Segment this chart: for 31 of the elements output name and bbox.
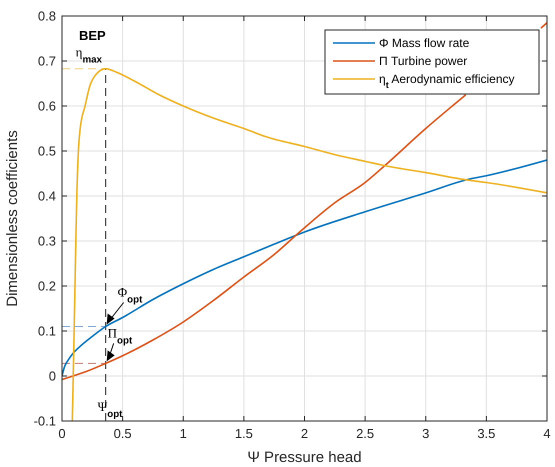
x-tick-label: 1.5 <box>234 426 253 441</box>
y-tick-label: 0.1 <box>38 324 56 338</box>
annotation: Π$_{opt}$ <box>108 325 133 346</box>
annotation: Φ$_{opt}$ <box>118 284 144 305</box>
x-axis-title: Ψ Pressure head <box>247 449 362 466</box>
annotation: η$_{max}$ <box>76 44 103 66</box>
x-tick-label: 2.5 <box>356 426 374 441</box>
x-tick-label: 1 <box>180 426 187 441</box>
x-tick-label: 3 <box>422 426 430 441</box>
line-series <box>72 68 547 421</box>
y-tick-label: 0.2 <box>38 278 56 294</box>
legend-label: Π Turbine power <box>379 54 468 68</box>
x-tick-label: 2 <box>300 426 308 441</box>
y-tick-label: 0.3 <box>38 234 56 248</box>
y-axis-title: Dimensionless coefficients <box>4 130 21 307</box>
line-series <box>62 159 547 377</box>
x-tick-label: 0.5 <box>114 426 132 441</box>
annotation: Ψ$_{opt}$ <box>98 399 124 420</box>
legend-label: Φ Mass flow rate <box>379 36 470 50</box>
x-tick-label: 0 <box>58 426 66 441</box>
y-tick-label: 0.4 <box>38 188 56 204</box>
y-tick-label: 0.6 <box>38 98 56 114</box>
x-tick-label: 3.5 <box>477 426 496 441</box>
y-tick-label: 0.8 <box>38 8 56 24</box>
annotation: BEP <box>79 28 106 43</box>
y-tick-label: 0.5 <box>38 144 56 158</box>
y-tick-label: -0.1 <box>34 414 56 428</box>
y-tick-label: 0.7 <box>38 54 56 68</box>
y-tick-label: 0 <box>48 368 56 384</box>
x-tick-label: 4 <box>543 426 551 441</box>
legend-label: η$_{t}$ Aerodynamic efficiency <box>379 72 515 90</box>
